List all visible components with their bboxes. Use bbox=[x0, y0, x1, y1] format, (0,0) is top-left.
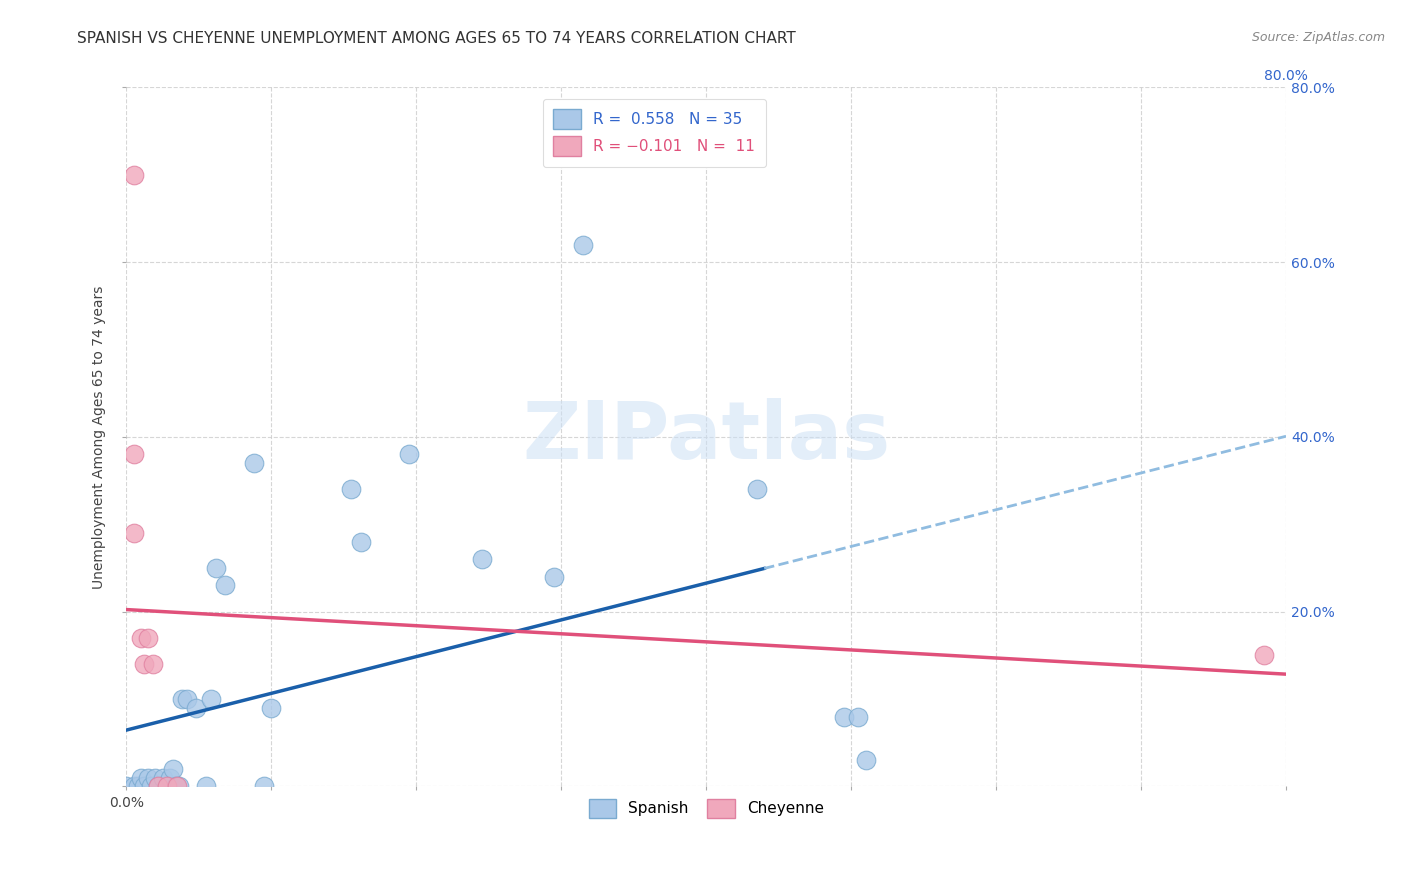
Point bbox=[165, 780, 187, 794]
Point bbox=[184, 701, 207, 715]
Point bbox=[832, 709, 855, 723]
Point bbox=[176, 692, 198, 706]
Point bbox=[214, 578, 236, 592]
Point bbox=[152, 771, 174, 785]
Point bbox=[200, 692, 222, 706]
Point bbox=[195, 780, 218, 794]
Point bbox=[132, 657, 155, 672]
Y-axis label: Unemployment Among Ages 65 to 74 years: Unemployment Among Ages 65 to 74 years bbox=[93, 285, 107, 589]
Point bbox=[122, 447, 145, 461]
Point bbox=[122, 526, 145, 541]
Point bbox=[848, 709, 870, 723]
Point bbox=[260, 701, 283, 715]
Point bbox=[350, 534, 373, 549]
Text: ZIPatlas: ZIPatlas bbox=[522, 398, 890, 476]
Point bbox=[243, 456, 266, 470]
Point bbox=[148, 780, 170, 794]
Point bbox=[398, 447, 420, 461]
Text: Source: ZipAtlas.com: Source: ZipAtlas.com bbox=[1251, 31, 1385, 45]
Point bbox=[142, 657, 165, 672]
Point bbox=[122, 780, 145, 794]
Point bbox=[122, 168, 145, 182]
Legend: Spanish, Cheyenne: Spanish, Cheyenne bbox=[582, 792, 830, 824]
Point bbox=[129, 631, 152, 645]
Point bbox=[136, 631, 159, 645]
Point bbox=[170, 692, 193, 706]
Point bbox=[572, 237, 595, 252]
Point bbox=[156, 780, 179, 794]
Point bbox=[543, 570, 565, 584]
Point bbox=[745, 483, 768, 497]
Point bbox=[156, 780, 179, 794]
Point bbox=[167, 780, 190, 794]
Text: SPANISH VS CHEYENNE UNEMPLOYMENT AMONG AGES 65 TO 74 YEARS CORRELATION CHART: SPANISH VS CHEYENNE UNEMPLOYMENT AMONG A… bbox=[77, 31, 796, 46]
Point bbox=[166, 780, 188, 794]
Point bbox=[253, 780, 276, 794]
Point bbox=[340, 483, 363, 497]
Point bbox=[136, 771, 159, 785]
Point bbox=[145, 771, 167, 785]
Point bbox=[205, 561, 228, 575]
Point bbox=[855, 753, 877, 767]
Point bbox=[159, 771, 181, 785]
Point bbox=[132, 780, 155, 794]
Point bbox=[148, 780, 170, 794]
Point bbox=[471, 552, 494, 566]
Point bbox=[162, 762, 184, 776]
Point bbox=[127, 780, 149, 794]
Point bbox=[1253, 648, 1275, 663]
Point bbox=[129, 771, 152, 785]
Point bbox=[115, 780, 138, 794]
Point bbox=[139, 780, 162, 794]
